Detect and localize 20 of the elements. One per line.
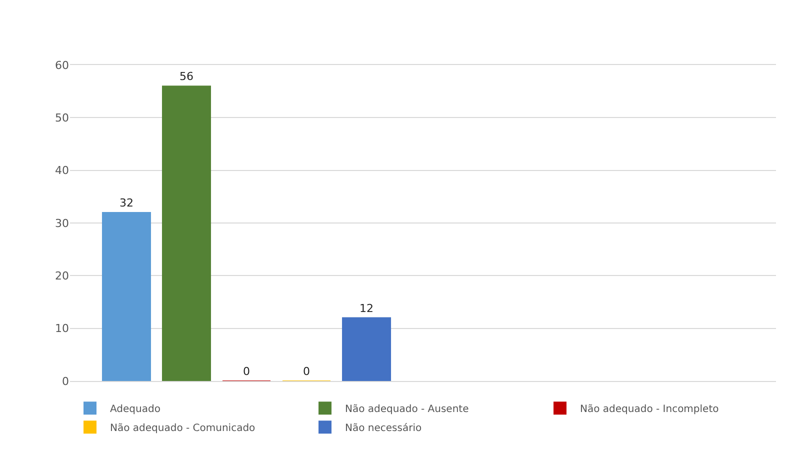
y-tick-label: 0 <box>62 374 69 388</box>
data-label: 12 <box>360 302 374 315</box>
y-tick-label: 20 <box>55 270 69 283</box>
data-label: 56 <box>179 70 194 84</box>
legend-label: Não adequado - Incompleto <box>580 404 719 416</box>
y-tick-label: 10 <box>55 322 69 336</box>
legend-label: Não adequado - Comunicado <box>110 423 256 434</box>
bar <box>162 86 211 381</box>
legend-label: Não necessário <box>345 423 422 434</box>
y-tick-label: 60 <box>55 58 69 72</box>
legend-label: Não adequado - Ausente <box>345 404 469 416</box>
bar <box>102 212 151 381</box>
bar <box>342 317 392 381</box>
y-tick-label: 30 <box>55 216 69 230</box>
data-label: 0 <box>303 365 310 378</box>
y-tick-label: 40 <box>55 164 69 178</box>
legend-label: Adequado <box>110 404 160 416</box>
data-label: 0 <box>243 365 250 378</box>
y-tick-label: 50 <box>55 112 69 125</box>
data-label: 32 <box>119 196 134 210</box>
